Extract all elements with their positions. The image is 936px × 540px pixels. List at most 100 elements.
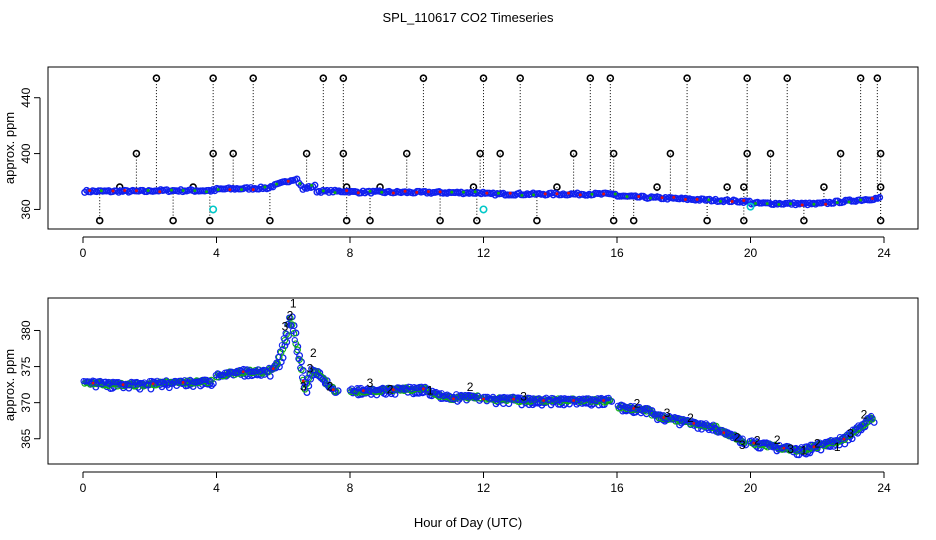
top-cyan-point [209,205,218,214]
top-outlier-point [266,216,274,225]
bottom-data-mark [512,397,515,401]
bottom-data-point-1 [500,393,508,401]
top-data-mark [450,190,454,194]
bottom-series-marker: 3 [367,376,374,390]
bottom-x-tick-label: 0 [80,481,87,495]
bottom-data-mark [602,399,606,402]
bottom-data-mark [572,399,576,402]
top-data-mark [134,189,138,193]
top-data-mark [835,201,839,205]
top-data-mark [380,190,384,194]
top-data-mark [613,192,617,196]
top-outlier-point [766,149,775,158]
bottom-data-point-1 [280,335,287,342]
top-outlier-point [206,216,214,225]
top-data-mark [321,189,325,193]
bottom-y-axis-label: approx. ppm [2,349,17,421]
top-data-mark [123,189,127,193]
top-outlier-point [723,183,731,191]
bottom-data-point-1 [297,364,304,372]
bottom-data-point-1 [126,382,133,389]
top-outlier-point [586,74,595,82]
top-outlier-point [876,149,885,158]
bottom-series-marker: 2 [754,434,761,448]
bottom-data-point-1 [207,377,214,385]
top-data-mark [333,191,337,195]
bottom-series-marker: 3 [664,406,671,420]
top-outlier-point [496,149,504,158]
top-outlier-point [569,149,578,158]
top-outlier-point [339,74,348,82]
bottom-series-marker: 1 [834,440,841,454]
top-outlier-point [319,74,328,82]
top-outlier-point [132,149,141,158]
bottom-data-point-2 [549,397,557,405]
bottom-data-mark [121,383,125,387]
top-data-mark [286,179,290,183]
bottom-series-marker: 2 [634,397,641,411]
top-outlier-point [249,74,258,82]
bottom-series-marker: 3 [787,442,794,456]
top-outlier-point [876,183,885,191]
bottom-data-mark [812,445,816,449]
top-outlier-point [743,74,751,82]
bottom-data-point-1 [278,342,286,349]
bottom-series-marker: 2 [310,346,317,360]
top-cyan-point [479,205,488,214]
top-cyan-point [746,202,755,211]
bottom-data-mark [632,407,636,410]
bottom-x-tick-label: 4 [213,481,220,495]
bottom-data-mark [151,382,155,386]
top-data-mark [730,199,734,203]
top-outlier-point [476,149,484,158]
top-outlier-point [169,216,177,225]
bottom-data-point-1 [796,445,803,453]
top-data-mark [824,202,828,206]
top-x-tick-label: 20 [744,246,758,260]
top-data-mark [578,193,582,197]
bottom-x-tick-label: 12 [477,481,491,495]
bottom-data-point-1 [286,314,293,321]
top-data-mark [263,185,267,189]
top-data-mark [602,192,606,196]
top-data-mark [473,190,477,194]
bottom-data-point-1 [702,420,710,427]
top-data-mark [497,191,501,195]
top-data-mark [485,191,489,195]
bottom-data-point-1 [291,336,298,344]
top-data-mark [695,197,699,201]
bottom-data-point-1 [834,437,842,444]
top-x-tick-label: 16 [610,246,624,260]
bottom-data-mark [482,397,485,401]
bottom-data-point-1 [315,372,322,380]
bottom-series-marker: 3 [847,426,854,440]
bottom-data-mark [722,431,726,435]
bottom-data-point-1 [735,434,743,442]
bottom-data-point-1 [627,402,634,410]
bottom-data-point-1 [605,394,612,402]
bottom-x-tick-label: 20 [744,481,758,495]
top-outlier-point [366,216,374,225]
top-outlier-point [419,74,428,82]
bottom-series-marker: 1 [290,296,297,310]
top-outlier-point [820,183,828,191]
top-outlier-point [629,216,638,225]
top-outlier-point [402,149,411,158]
top-data-mark [193,189,197,193]
top-data-mark [403,189,407,193]
bottom-data-mark [391,388,395,392]
top-data-mark [637,195,641,199]
bottom-data-point-1 [739,435,746,442]
top-outlier-point [783,74,792,82]
top-data-mark [672,195,676,199]
top-panel: approx. ppm 0 4 8 12 16 20 24 360 400 440 [2,66,919,260]
top-outlier-point [302,149,311,158]
top-data-mark [789,202,793,206]
bottom-data-point-1 [820,440,827,447]
top-data-mark [800,203,804,207]
top-data-mark [426,190,430,194]
bottom-data-point-2 [207,376,215,384]
top-outlier-point [342,216,351,225]
bottom-data-mark [452,397,455,401]
